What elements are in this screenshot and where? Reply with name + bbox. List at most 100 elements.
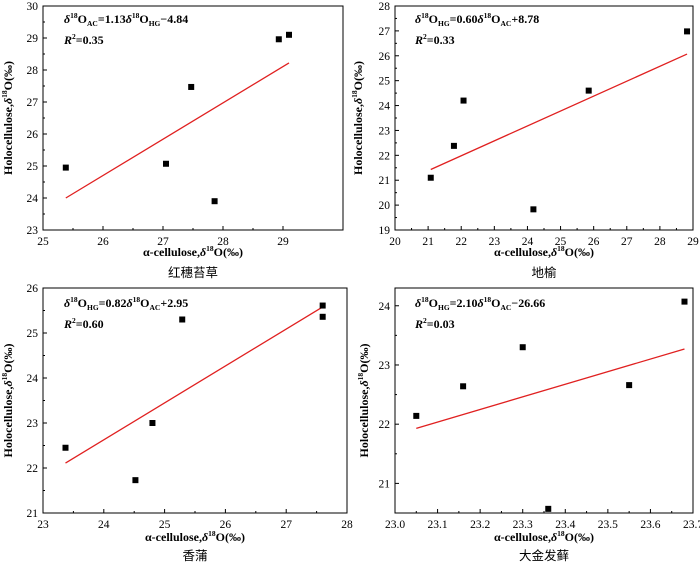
panel-caption: 红穗苔草	[168, 265, 218, 280]
x-tick-label: 27	[157, 236, 169, 248]
x-axis-label: α-cellulose,δ18O(‰)	[494, 529, 594, 544]
x-tick-label: 29	[277, 236, 289, 248]
x-tick-label: 24	[98, 519, 110, 531]
x-tick-label: 23.0	[385, 519, 405, 531]
x-axis-label: α-cellulose,δ18O(‰)	[494, 244, 594, 259]
y-tick-label: 21	[27, 508, 39, 520]
data-point	[211, 198, 218, 205]
data-point	[519, 344, 526, 351]
y-tick-label: 19	[379, 225, 391, 237]
x-tick-label: 29	[687, 236, 699, 248]
y-tick-label: 25	[379, 76, 391, 88]
data-point	[275, 36, 282, 43]
data-point	[530, 206, 537, 213]
y-axis-label: Holocellulose,δ18O(‰)	[0, 61, 15, 175]
x-tick-label: 28	[654, 236, 666, 248]
data-point	[188, 83, 195, 90]
x-tick-label: 23.4	[555, 519, 575, 531]
x-tick-label: 23.1	[428, 519, 448, 531]
x-tick-label: 28	[217, 236, 229, 248]
data-point	[286, 31, 292, 38]
y-axis-label: Holocellulose,δ18O(‰)	[356, 344, 371, 458]
y-tick-label: 28	[27, 65, 39, 77]
x-tick-label: 20	[389, 236, 401, 248]
x-tick-label: 21	[422, 236, 434, 248]
regression-line	[65, 62, 290, 199]
x-tick-label: 27	[621, 236, 633, 248]
regression-line	[430, 53, 688, 171]
r-squared: R2=0.35	[63, 32, 104, 47]
data-point	[460, 383, 467, 390]
y-tick-label: 27	[27, 97, 39, 109]
y-tick-label: 26	[27, 129, 39, 141]
chart-panel-1: 25 26 27 28 29 23 24 25 26 27 28 29 30 δ18OAC=1.13δ18…	[0, 1, 344, 280]
panel-caption: 地榆	[531, 265, 557, 280]
r-squared: R2=0.03	[414, 316, 455, 331]
x-tick-label: 23.6	[640, 519, 660, 531]
regression-equation: δ18OHG=0.82δ18OAC+2.95	[64, 295, 188, 312]
chart-panel-3: 23 24 25 26 27 28 21 22 23 24 25 26 δ18OHG=0.82δ18OA…	[0, 283, 353, 563]
y-tick-label: 21	[379, 175, 391, 187]
x-tick-label: 22	[455, 236, 467, 248]
x-tick-label: 28	[341, 519, 353, 531]
y-tick-label: 24	[379, 301, 391, 313]
regression-line	[65, 306, 324, 464]
data-point	[179, 316, 186, 323]
data-point	[413, 412, 420, 419]
data-point	[62, 444, 69, 451]
x-tick-label: 26	[220, 519, 232, 531]
x-tick-label: 23	[37, 519, 49, 531]
y-tick-label: 20	[379, 200, 391, 212]
y-tick-label: 24	[27, 193, 39, 205]
y-tick-label: 23	[379, 360, 391, 372]
y-tick-label: 23	[27, 418, 39, 430]
y-tick-label: 27	[379, 26, 391, 38]
y-tick-label: 25	[27, 161, 39, 173]
y-tick-label: 22	[379, 419, 391, 431]
data-point	[319, 313, 326, 320]
y-axis-label: Holocellulose,δ18O(‰)	[0, 344, 15, 458]
data-point	[626, 382, 633, 389]
data-point	[545, 505, 552, 512]
data-point	[149, 420, 156, 426]
y-tick-label: 21	[379, 478, 391, 490]
data-point	[427, 174, 434, 181]
data-point	[450, 142, 457, 149]
y-tick-label: 24	[379, 101, 391, 113]
data-point	[460, 97, 467, 104]
y-tick-label: 22	[379, 150, 391, 162]
x-tick-label: 25	[555, 236, 567, 248]
x-tick-label: 23.2	[470, 519, 490, 531]
x-tick-label: 23.5	[598, 519, 618, 531]
y-tick-label: 25	[27, 328, 39, 340]
x-axis-label: α-cellulose,δ18O(‰)	[143, 244, 243, 259]
r-squared: R2=0.33	[414, 32, 455, 47]
y-tick-label: 28	[379, 1, 391, 13]
x-tick-label: 25	[37, 236, 49, 248]
x-tick-label: 24	[522, 236, 534, 248]
r-squared: R2=0.60	[63, 316, 104, 331]
y-tick-label: 26	[27, 283, 39, 295]
x-tick-label: 27	[280, 519, 292, 531]
y-tick-label: 22	[27, 463, 39, 475]
regression-equation: δ18OHG=2.10δ18OAC−26.66	[415, 295, 545, 312]
regression-equation: δ18OAC=1.13δ18OHG−4.84	[64, 11, 188, 28]
panel-caption: 香蒲	[182, 548, 207, 563]
x-tick-label: 23.3	[513, 519, 533, 531]
x-tick-label: 25	[159, 519, 171, 531]
panel-caption: 大金发藓	[519, 548, 569, 563]
y-tick-label: 26	[379, 51, 391, 63]
data-point	[163, 160, 169, 167]
y-tick-label: 23	[379, 125, 391, 137]
data-point	[681, 298, 688, 305]
x-tick-label: 23.7	[683, 519, 700, 531]
regression-equation: δ18OHG=0.60δ18OAC+8.78	[415, 11, 539, 28]
x-tick-label: 23	[489, 236, 501, 248]
y-tick-label: 24	[27, 373, 39, 385]
y-tick-label: 29	[27, 33, 39, 45]
chart-panel-2: 20 21 22 23 24 25 26 27 28 2919202122232425262728…	[350, 1, 699, 280]
data-point	[132, 477, 139, 484]
x-tick-label: 26	[97, 236, 109, 248]
data-point	[62, 164, 69, 171]
